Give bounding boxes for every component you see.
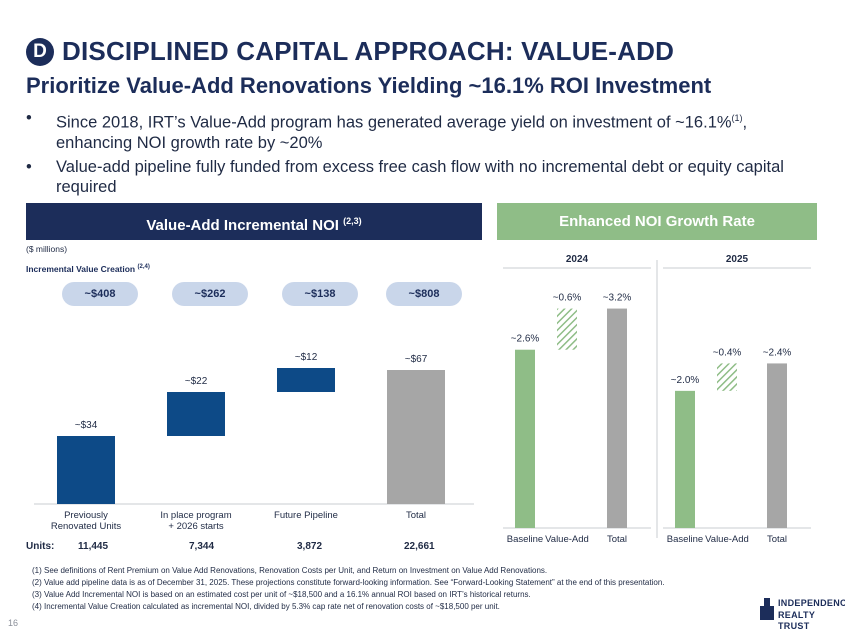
waterfall-bar [57,436,115,504]
footnote: (2) Value add pipeline data is as of Dec… [32,578,665,587]
waterfall-bar [167,392,225,436]
units-value: 22,661 [404,541,435,552]
bar-value-label: ~$34 [75,420,98,431]
value-creation-pill: ~$408 [62,282,138,306]
noi-growth-chart: 2024 ~2.6% Baseline ~0.6% Value-Add ~3.2% Tota… [503,254,811,545]
section-badge: D [26,38,54,66]
page-number: 16 [8,618,19,628]
growth-bar [607,308,627,528]
waterfall-bar [387,370,445,504]
bullet-list: • Since 2018, IRT’s Value-Add program ha… [26,108,816,201]
category-label: + 2026 starts [168,521,223,532]
bar-value-label: ~0.4% [713,347,742,358]
building-icon [760,598,774,620]
ivc-label-text: Incremental Value Creation [26,264,136,274]
bar-value-label: ~3.2% [603,293,632,304]
page-subtitle: Prioritize Value-Add Renovations Yieldin… [26,73,712,98]
bar-value-label: ~2.4% [763,347,792,358]
growth-bar [675,390,695,528]
bullet-text-tail: , enhancing NOI growth rate by ~20% [56,113,748,152]
category-label: Total [607,534,627,545]
bar-value-label: ~$22 [185,376,208,387]
left-panel-title: Value-Add Incremental NOI [146,217,339,234]
category-label: In place program [160,510,231,521]
bullet-item: • Since 2018, IRT’s Value-Add program ha… [26,108,816,153]
category-label: Value-Add [545,534,589,545]
year-label: 2024 [566,254,589,265]
bar-value-label: ~2.0% [671,375,700,386]
company-logo: INDEPENDENCE REALTY TRUST [760,594,845,631]
waterfall-bar [277,368,335,392]
bullet-text: Since 2018, IRT’s Value-Add program has … [56,113,732,132]
right-panel-header: Enhanced NOI Growth Rate [497,203,817,240]
bullet-dot: • [26,109,32,127]
growth-bar [717,363,737,391]
footnote-ref: (1) [731,113,743,123]
page-title: DISCIPLINED CAPITAL APPROACH: VALUE-ADD [62,36,675,66]
left-panel-footnote-ref: (2,3) [343,216,362,226]
bullet-item: • Value-add pipeline fully funded from e… [26,157,816,197]
category-label: Value-Add [705,534,749,545]
logo-line2: REALTY TRUST [778,610,815,631]
value-creation-pill: ~$808 [386,282,462,306]
units-value: 7,344 [189,541,215,552]
footnote: (4) Incremental Value Creation calculate… [32,602,500,611]
category-label: Total [406,510,426,521]
year-label: 2025 [726,254,749,265]
logo-line1: INDEPENDENCE [778,598,845,608]
category-label: Baseline [667,534,703,545]
footnote: (3) Value Add Incremental NOI is based o… [32,590,531,599]
category-label: Renovated Units [51,521,121,532]
units-value: 11,445 [78,541,109,552]
left-panel-header: Value-Add Incremental NOI (2,3) [26,203,482,240]
bar-value-label: ~2.6% [511,334,540,345]
units-value: 3,872 [297,541,323,552]
category-label: Baseline [507,534,543,545]
ivc-label: Incremental Value Creation (2,4) [26,264,150,274]
category-label: Total [767,534,787,545]
category-label: Previously [64,510,108,521]
bar-value-label: ~$12 [295,352,318,363]
bullet-dot: • [26,157,32,176]
footnote: (1) See definitions of Rent Premium on V… [32,566,548,575]
bar-value-label: ~$67 [405,354,428,365]
units-note: ($ millions) [26,244,68,254]
value-creation-pill: ~$138 [282,282,358,306]
units-label: Units: [26,541,55,552]
bar-value-label: ~0.6% [553,293,582,304]
growth-bar [515,349,535,528]
growth-bar [767,363,787,528]
growth-bar [557,308,577,350]
ivc-footnote-ref: (2,4) [137,264,150,271]
value-creation-pill: ~$262 [172,282,248,306]
bullet-text: Value-add pipeline fully funded from exc… [56,157,784,196]
category-label: Future Pipeline [274,510,338,521]
